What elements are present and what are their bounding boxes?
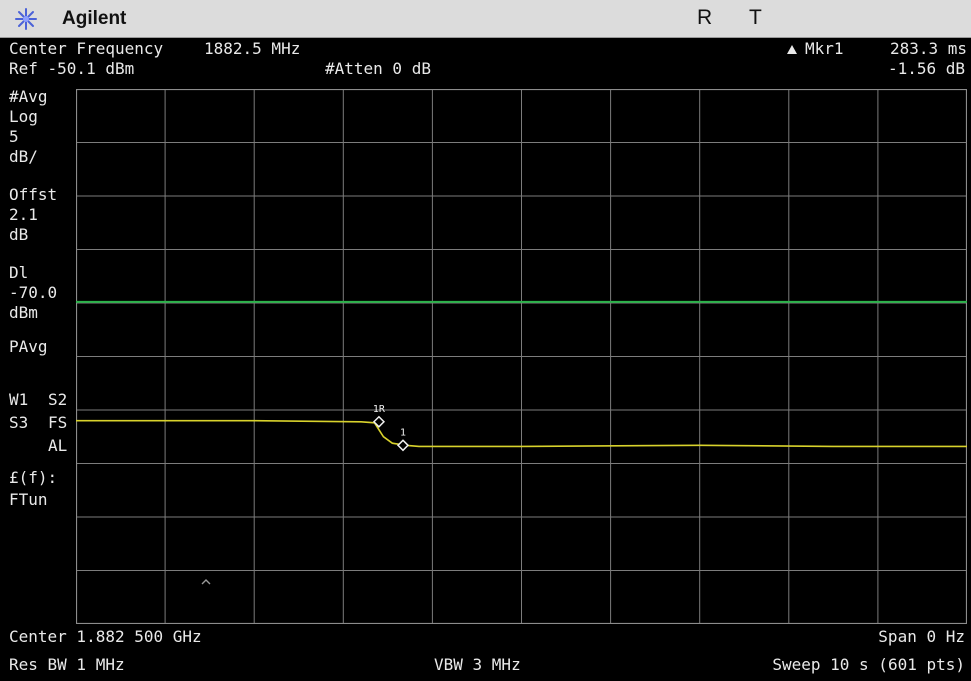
scale-value: 5 (9, 127, 19, 146)
trace-w1: W1 (9, 390, 29, 409)
title-bar: Agilent R T (0, 0, 971, 38)
graticule-frame (76, 89, 967, 624)
footer-resolution-bandwidth: Res BW 1 MHz (9, 655, 125, 674)
delta-marker-label: 1 (400, 427, 406, 438)
footer-video-bandwidth: VBW 3 MHz (434, 655, 521, 674)
footer-sweep: Sweep 10 s (601 pts) (772, 655, 965, 674)
scale-type: Log (9, 107, 38, 126)
agilent-spark-icon (15, 8, 37, 30)
power-average: PAvg (9, 337, 48, 356)
attenuation-setting: #Atten 0 dB (325, 59, 431, 78)
trace-display: 1R 1 (76, 89, 967, 624)
offset-label: Offst (9, 185, 58, 204)
reference-level: Ref -50.1 dBm (9, 59, 135, 78)
marker-time: 283.3 ms (889, 39, 967, 58)
average-indicator: #Avg (9, 87, 48, 106)
offset-value: 2.1 (9, 205, 38, 224)
trace-s3: S3 (9, 413, 29, 432)
display-line-unit: dBm (9, 303, 38, 322)
center-frequency-label: Center Frequency (9, 39, 164, 58)
function-tune: FTun (9, 490, 48, 509)
footer-center-frequency: Center 1.882 500 GHz (9, 627, 202, 646)
trigger-point-icon (201, 579, 211, 585)
marker-label: Mkr1 (805, 39, 844, 58)
reference-marker-label: 1R (373, 404, 386, 415)
function-label: £(f): (9, 468, 58, 487)
remote-indicator: R (697, 6, 713, 29)
trace-s2: S2 (48, 390, 68, 409)
trace-fs: FS (48, 413, 68, 432)
delta-marker-icon (787, 45, 797, 54)
graticule (76, 89, 967, 624)
delta-marker (396, 439, 410, 452)
offset-unit: dB (9, 225, 29, 244)
display-line-label: Dl (9, 263, 29, 282)
reference-marker (372, 415, 386, 428)
trace-al: AL (48, 436, 68, 455)
brand-name: Agilent (62, 8, 127, 29)
marker-delta: -1.56 dB (887, 59, 965, 78)
footer-span: Span 0 Hz (878, 627, 965, 646)
display-line-value: -70.0 (9, 283, 58, 302)
scale-unit: dB/ (9, 147, 38, 166)
center-frequency-value: 1882.5 MHz (204, 39, 301, 58)
trigger-indicator: T (749, 6, 762, 29)
